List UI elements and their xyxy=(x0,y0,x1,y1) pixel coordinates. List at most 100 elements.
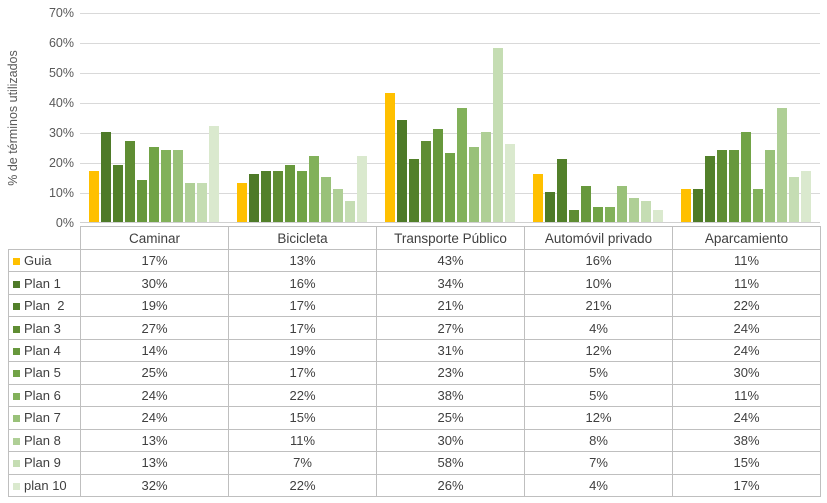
bar xyxy=(569,210,579,222)
table-row: Plan 5 25% 17% 23% 5% 30% xyxy=(8,361,821,385)
table-cell: 17% xyxy=(80,248,229,273)
table-cell: 34% xyxy=(376,271,525,295)
bar xyxy=(433,129,443,222)
bar xyxy=(149,147,159,222)
table-corner-blank xyxy=(9,227,81,250)
legend-label: Plan 7 xyxy=(24,410,61,426)
legend-color-swatch xyxy=(13,258,20,266)
bar xyxy=(161,150,171,222)
table-row: Plan 1 30% 16% 34% 10% 11% xyxy=(8,271,821,295)
bar-group-1 xyxy=(80,13,228,222)
bar xyxy=(753,189,763,222)
table-cell: 11% xyxy=(672,271,821,295)
table-row: Plan 7 24% 15% 25% 12% 24% xyxy=(8,406,821,430)
bar-group-3 xyxy=(376,13,524,222)
table-cell: 10% xyxy=(524,271,673,295)
plot-area xyxy=(80,13,820,223)
bar xyxy=(357,156,367,222)
bar xyxy=(385,93,395,222)
table-cell: 32% xyxy=(80,473,229,498)
legend-cell: Plan 9 xyxy=(8,451,81,475)
bar-group-5 xyxy=(672,13,820,222)
table-cell: 30% xyxy=(672,361,821,385)
table-cell: 16% xyxy=(228,271,377,295)
table-cell: 25% xyxy=(376,406,525,430)
legend-label: Plan 2 xyxy=(24,298,65,314)
bar xyxy=(493,48,503,222)
bar xyxy=(89,171,99,222)
table-cell: 30% xyxy=(80,271,229,295)
category-header: Automóvil privado xyxy=(524,226,673,250)
table-row: Plan 2 19% 17% 21% 21% 22% xyxy=(8,293,821,318)
table-cell: 7% xyxy=(228,451,377,475)
table-cell: 38% xyxy=(672,428,821,453)
legend-cell: Plan 8 xyxy=(8,428,81,453)
table-cell: 22% xyxy=(672,293,821,318)
bar xyxy=(309,156,319,222)
bar xyxy=(285,165,295,222)
bar xyxy=(593,207,603,222)
category-header: Transporte Público xyxy=(376,226,525,250)
table-cell: 38% xyxy=(376,383,525,408)
table-cell: 12% xyxy=(524,338,673,363)
bar xyxy=(693,189,703,222)
legend-cell: Plan 5 xyxy=(8,361,81,385)
bar xyxy=(209,126,219,222)
y-tick-label-30pct: 30% xyxy=(48,126,74,140)
bar xyxy=(101,132,111,222)
table-cell: 14% xyxy=(80,338,229,363)
gridline-40 xyxy=(80,103,820,104)
legend-color-swatch xyxy=(13,348,20,356)
bar xyxy=(581,186,591,222)
bar-group-4 xyxy=(524,13,672,222)
gridline-60 xyxy=(80,43,820,44)
legend-cell: Plan 3 xyxy=(8,316,81,340)
legend-cell: Plan 6 xyxy=(8,383,81,408)
legend-color-swatch xyxy=(13,303,20,311)
data-table: Caminar Bicicleta Transporte Público Automó… xyxy=(8,226,821,498)
table-cell: 17% xyxy=(228,361,377,385)
y-tick-label-20pct: 20% xyxy=(48,156,74,170)
table-cell: 26% xyxy=(376,473,525,498)
y-axis-title: % de términos utilizados xyxy=(6,50,20,186)
table-row: Guia 17% 13% 43% 16% 11% xyxy=(8,248,821,273)
bar xyxy=(345,201,355,222)
gridline-70 xyxy=(80,13,820,14)
bar xyxy=(397,120,407,222)
table-cell: 16% xyxy=(524,248,673,273)
bar xyxy=(273,171,283,222)
bar xyxy=(801,171,811,222)
table-cell: 13% xyxy=(228,248,377,273)
bar xyxy=(533,174,543,222)
legend-label: Plan 1 xyxy=(24,275,61,291)
legend-color-swatch xyxy=(13,280,20,288)
legend-label: Plan 4 xyxy=(24,343,61,359)
bar xyxy=(705,156,715,222)
y-tick-label-0pct: 0% xyxy=(55,216,74,230)
table-cell: 27% xyxy=(80,316,229,340)
bar xyxy=(729,150,739,222)
legend-color-swatch xyxy=(13,392,20,400)
legend-label: Guia xyxy=(24,253,52,269)
legend-color-swatch xyxy=(13,370,20,378)
legend-cell: Plan 7 xyxy=(8,406,81,430)
legend-cell: Plan 2 xyxy=(8,293,81,318)
category-header: Bicicleta xyxy=(228,226,377,250)
bar xyxy=(741,132,751,222)
table-cell: 24% xyxy=(672,406,821,430)
table-cell: 24% xyxy=(80,406,229,430)
bar xyxy=(481,132,491,222)
legend-label: Plan 6 xyxy=(24,387,61,403)
legend-label: plan 10 xyxy=(24,477,67,493)
bar xyxy=(261,171,271,222)
table-cell: 13% xyxy=(80,451,229,475)
table-cell: 15% xyxy=(672,451,821,475)
bar xyxy=(421,141,431,222)
legend-cell: plan 10 xyxy=(8,473,81,498)
bar xyxy=(777,108,787,222)
table-cell: 24% xyxy=(80,383,229,408)
bar xyxy=(409,159,419,222)
table-cell: 22% xyxy=(228,473,377,498)
table-row: Plan 3 27% 17% 27% 4% 24% xyxy=(8,316,821,340)
